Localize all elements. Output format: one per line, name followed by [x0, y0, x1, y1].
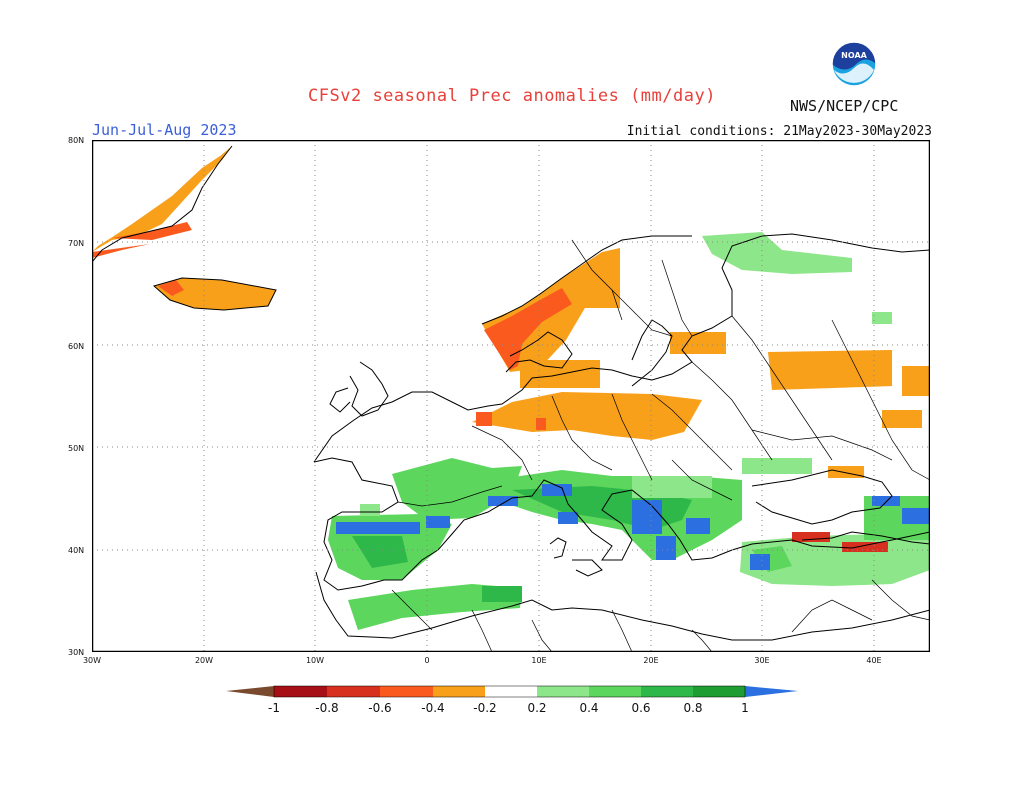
anomaly-region-russia	[768, 350, 930, 478]
colorbar-label-minus-0.6: -0.6	[368, 701, 392, 715]
colorbar-swatch-0.4-to-0.6	[589, 686, 641, 697]
lat-label-80n: 80N	[68, 136, 85, 145]
lon-label-10w: 10W	[305, 656, 325, 665]
map-canvas	[92, 140, 930, 652]
lon-label-0: 0	[424, 656, 430, 665]
noaa-logo: NOAA	[830, 40, 878, 92]
colorbar-swatch-0.8-to-1	[693, 686, 745, 697]
anomaly-region-southeast-wet	[360, 458, 930, 586]
lon-label-20e: 20E	[643, 656, 659, 665]
colorbar-label-0.2: 0.2	[527, 701, 547, 715]
colorbar-label-0.6: 0.6	[631, 701, 651, 715]
colorbar-label-0.4: 0.4	[579, 701, 599, 715]
lat-label-60n: 60N	[68, 342, 85, 351]
lon-label-30w: 30W	[82, 656, 102, 665]
season-label: Jun-Jul-Aug 2023	[92, 121, 237, 139]
colorbar-label-minus-0.2: -0.2	[473, 701, 497, 715]
colorbar-swatch-below-minus-1	[226, 686, 274, 697]
coastlines	[313, 233, 930, 641]
map-title: CFSv2 seasonal Prec anomalies (mm/day)	[308, 86, 716, 106]
country-borders	[391, 239, 930, 652]
map-frame	[92, 140, 930, 652]
lon-label-10e: 10E	[531, 656, 547, 665]
colorbar-swatch-0.6-to-0.8	[641, 686, 693, 697]
lon-label-30e: 30E	[754, 656, 770, 665]
anomaly-region-southwest-wet	[328, 458, 522, 630]
agency-label: NWS/NCEP/CPC	[790, 97, 899, 115]
colorbar-swatch-minus-1-to-minus-0.8	[274, 686, 327, 697]
colorbar-swatch-0.2-to-0.4	[537, 686, 589, 697]
lat-label-30n: 30N	[68, 648, 85, 657]
anomaly-region-central-europe	[472, 392, 702, 440]
anomaly-region-northeast-wet	[702, 232, 892, 324]
logo-text: NOAA	[841, 51, 867, 60]
colorbar-label-minus-0.8: -0.8	[315, 701, 339, 715]
colorbar-swatch-minus-0.6-to-minus-0.4	[380, 686, 433, 697]
colorbar-label-minus-0.4: -0.4	[421, 701, 445, 715]
colorbar-swatch-neutral	[485, 686, 537, 697]
colorbar-label-minus-1: -1	[268, 701, 280, 715]
lon-label-20w: 20W	[194, 656, 214, 665]
anomaly-region-scandinavia	[482, 248, 726, 388]
colorbar-swatch-minus-0.4-to-minus-0.2	[433, 686, 485, 697]
initial-conditions-label: Initial conditions: 21May2023-30May2023	[626, 124, 932, 139]
lat-label-70n: 70N	[68, 239, 85, 248]
colorbar-label-1: 1	[741, 701, 749, 715]
lat-label-40n: 40N	[68, 546, 85, 555]
colorbar-swatch-above-1	[745, 686, 798, 697]
colorbar-label-0.8: 0.8	[683, 701, 703, 715]
anomaly-map	[92, 140, 930, 652]
lon-label-40e: 40E	[866, 656, 882, 665]
lat-label-50n: 50N	[68, 444, 85, 453]
colorbar-swatch-minus-0.8-to-minus-0.6	[327, 686, 380, 697]
graticule	[92, 140, 930, 652]
anomaly-region-iceland	[154, 278, 276, 310]
